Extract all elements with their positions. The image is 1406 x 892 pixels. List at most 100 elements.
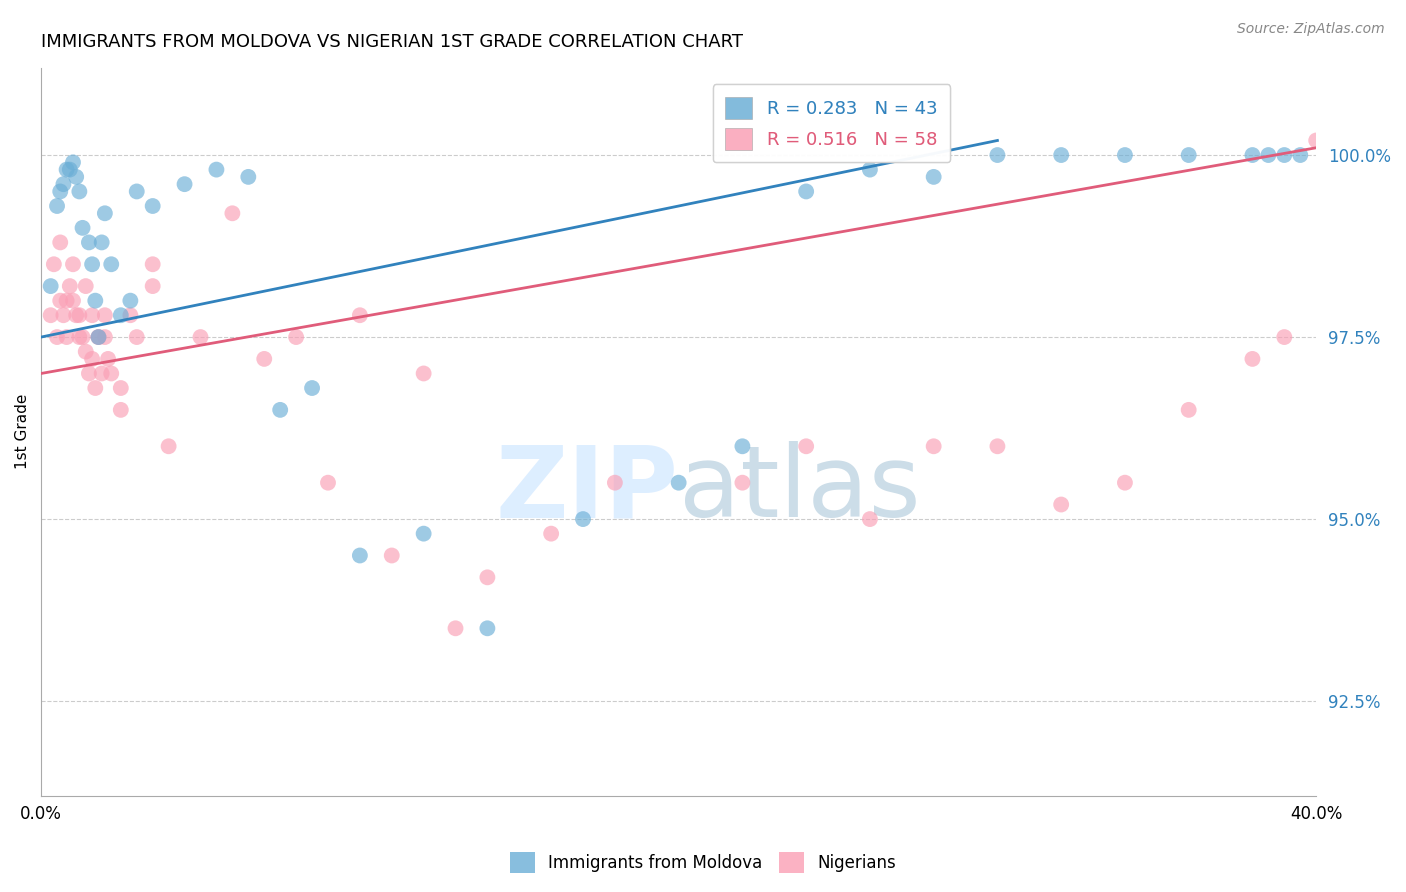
Point — [82, 351, 104, 366]
Point — [90, 367, 112, 381]
Point — [173, 177, 195, 191]
Point — [922, 169, 945, 184]
Point — [39, 308, 62, 322]
Point — [349, 549, 371, 563]
Point — [62, 257, 84, 271]
Point — [1177, 148, 1199, 162]
Point — [59, 162, 82, 177]
Point — [84, 293, 107, 308]
Point — [142, 199, 165, 213]
Point — [110, 381, 132, 395]
Point — [1241, 148, 1264, 162]
Text: atlas: atlas — [679, 442, 921, 539]
Point — [120, 293, 142, 308]
Point — [986, 439, 1008, 453]
Point — [49, 293, 72, 308]
Text: ZIP: ZIP — [496, 442, 679, 539]
Point — [82, 308, 104, 322]
Point — [1272, 148, 1295, 162]
Point — [125, 185, 148, 199]
Point — [1272, 330, 1295, 344]
Point — [1114, 475, 1136, 490]
Point — [1257, 148, 1279, 162]
Point — [794, 185, 817, 199]
Point — [67, 185, 90, 199]
Point — [238, 169, 260, 184]
Point — [1289, 148, 1312, 162]
Point — [668, 475, 690, 490]
Point — [269, 402, 291, 417]
Point — [67, 330, 90, 344]
Point — [477, 570, 499, 584]
Point — [125, 330, 148, 344]
Point — [205, 162, 228, 177]
Legend: R = 0.283   N = 43, R = 0.516   N = 58: R = 0.283 N = 43, R = 0.516 N = 58 — [713, 84, 950, 162]
Point — [75, 279, 97, 293]
Point — [94, 206, 117, 220]
Point — [1241, 351, 1264, 366]
Point — [922, 439, 945, 453]
Point — [253, 351, 276, 366]
Point — [82, 257, 104, 271]
Point — [540, 526, 562, 541]
Point — [62, 293, 84, 308]
Point — [65, 169, 87, 184]
Point — [90, 235, 112, 250]
Point — [65, 308, 87, 322]
Legend: Immigrants from Moldova, Nigerians: Immigrants from Moldova, Nigerians — [503, 846, 903, 880]
Point — [412, 526, 434, 541]
Point — [84, 381, 107, 395]
Point — [100, 367, 122, 381]
Text: IMMIGRANTS FROM MOLDOVA VS NIGERIAN 1ST GRADE CORRELATION CHART: IMMIGRANTS FROM MOLDOVA VS NIGERIAN 1ST … — [41, 33, 744, 51]
Point — [412, 367, 434, 381]
Point — [110, 308, 132, 322]
Point — [1050, 498, 1073, 512]
Point — [381, 549, 404, 563]
Point — [75, 344, 97, 359]
Point — [572, 512, 595, 526]
Point — [731, 439, 754, 453]
Point — [142, 257, 165, 271]
Point — [94, 330, 117, 344]
Point — [110, 402, 132, 417]
Point — [157, 439, 180, 453]
Point — [1305, 133, 1327, 147]
Point — [794, 439, 817, 453]
Point — [49, 185, 72, 199]
Point — [42, 257, 65, 271]
Point — [87, 330, 110, 344]
Point — [120, 308, 142, 322]
Point — [46, 199, 69, 213]
Point — [221, 206, 243, 220]
Point — [72, 330, 94, 344]
Point — [285, 330, 308, 344]
Point — [59, 279, 82, 293]
Point — [986, 148, 1008, 162]
Point — [52, 308, 75, 322]
Text: Source: ZipAtlas.com: Source: ZipAtlas.com — [1237, 22, 1385, 37]
Point — [67, 308, 90, 322]
Point — [190, 330, 212, 344]
Point — [55, 330, 77, 344]
Point — [142, 279, 165, 293]
Point — [94, 308, 117, 322]
Point — [87, 330, 110, 344]
Point — [1177, 402, 1199, 417]
Point — [62, 155, 84, 169]
Point — [55, 293, 77, 308]
Point — [301, 381, 323, 395]
Point — [49, 235, 72, 250]
Point — [444, 621, 467, 635]
Point — [52, 177, 75, 191]
Point — [55, 162, 77, 177]
Point — [97, 351, 120, 366]
Point — [316, 475, 339, 490]
Point — [477, 621, 499, 635]
Point — [72, 220, 94, 235]
Point — [87, 330, 110, 344]
Y-axis label: 1st Grade: 1st Grade — [15, 394, 30, 469]
Point — [77, 367, 100, 381]
Point — [1050, 148, 1073, 162]
Point — [100, 257, 122, 271]
Point — [46, 330, 69, 344]
